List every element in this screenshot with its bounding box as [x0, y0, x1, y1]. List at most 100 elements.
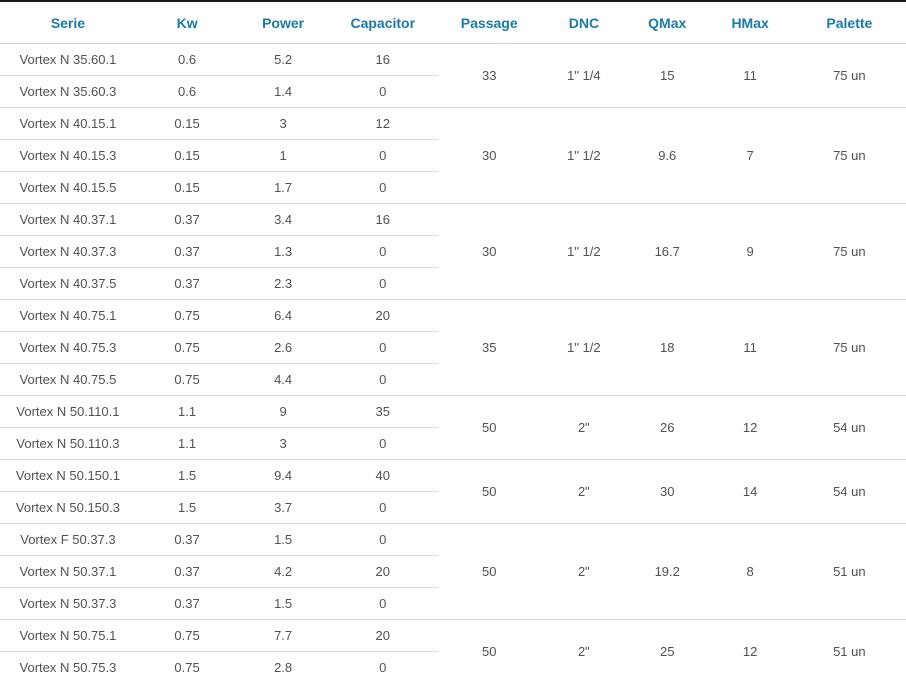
cell-dnc: 1" 1/2	[540, 203, 627, 300]
cell-capacitor: 0	[327, 491, 438, 524]
col-header-kw: Kw	[135, 1, 239, 44]
cell-capacitor: 20	[327, 555, 438, 588]
cell-hmax: 11	[707, 43, 793, 108]
cell-power: 2.6	[238, 331, 328, 364]
cell-palette: 51 un	[792, 523, 906, 620]
col-header-power: Power	[238, 1, 328, 44]
cell-capacitor: 20	[327, 299, 438, 332]
cell-capacitor: 0	[327, 331, 438, 364]
cell-power: 9	[238, 395, 328, 428]
cell-hmax: 11	[707, 299, 793, 396]
table-row: Vortex N 40.37.3 0.37 1.3 0	[0, 235, 906, 268]
cell-passage: 30	[437, 203, 541, 300]
cell-kw: 0.37	[135, 587, 239, 620]
cell-hmax: 8	[707, 523, 793, 620]
cell-capacitor: 0	[327, 587, 438, 620]
col-header-capacitor: Capacitor	[327, 1, 438, 44]
cell-hmax: 14	[707, 459, 793, 524]
cell-serie: Vortex N 50.37.1	[0, 555, 136, 588]
cell-serie: Vortex N 50.75.1	[0, 619, 136, 652]
cell-serie: Vortex N 50.110.1	[0, 395, 136, 428]
cell-serie: Vortex N 40.37.3	[0, 235, 136, 268]
cell-dnc: 2"	[540, 523, 627, 620]
cell-power: 5.2	[238, 43, 328, 76]
col-header-passage: Passage	[437, 1, 541, 44]
table-row: Vortex N 50.110.1 1.1 9 35 50 2" 26 12 54 un	[0, 395, 906, 460]
cell-power: 1.4	[238, 75, 328, 108]
cell-dnc: 1" 1/2	[540, 299, 627, 396]
cell-palette: 54 un	[792, 395, 906, 460]
cell-hmax: 7	[707, 107, 793, 204]
cell-power: 3.4	[238, 203, 328, 236]
cell-palette: 75 un	[792, 107, 906, 204]
cell-serie: Vortex N 40.15.5	[0, 171, 136, 204]
cell-kw: 0.75	[174, 660, 200, 675]
cell-kw: 0.6	[135, 75, 239, 108]
cell-serie: Vortex N 40.37.1	[0, 203, 136, 236]
cell-capacitor: 0	[327, 171, 438, 204]
cell-dnc: 2"	[540, 395, 627, 460]
cell-capacitor: 16	[327, 203, 438, 236]
cell-kw: 0.37	[135, 267, 239, 300]
cell-qmax: 26	[626, 395, 708, 460]
cell-kw: 1.5	[135, 491, 239, 524]
cell-passage: 50	[437, 395, 541, 460]
cell-palette: 51 un	[833, 644, 866, 659]
cell-capacitor: 35	[327, 395, 438, 428]
cell-qmax: 25	[660, 644, 675, 659]
table-row: Vortex N 50.75.1 0.75 7.7 20 50 2" 25 12 51 un	[0, 619, 906, 659]
cell-serie: Vortex N 40.75.3	[0, 331, 136, 364]
cell-serie: Vortex N 50.150.1	[0, 459, 136, 492]
cell-kw: 0.37	[135, 555, 239, 588]
cell-capacitor: 0	[327, 427, 438, 460]
cell-power: 4.2	[238, 555, 328, 588]
cell-power: 3	[238, 427, 328, 460]
col-header-palette: Palette	[792, 1, 906, 44]
table-row: Vortex N 35.60.3 0.6 1.4 0	[0, 75, 906, 108]
cell-kw: 0.37	[135, 235, 239, 268]
cell-qmax: 9.6	[626, 107, 708, 204]
cell-kw: 0.37	[135, 203, 239, 236]
table-row: Vortex N 40.75.3 0.75 2.6 0	[0, 331, 906, 364]
table-row: Vortex N 40.75.5 0.75 4.4 0	[0, 363, 906, 396]
cell-power: 4.4	[238, 363, 328, 396]
cell-qmax: 16.7	[626, 203, 708, 300]
cell-hmax: 9	[707, 203, 793, 300]
cell-kw: 0.15	[135, 171, 239, 204]
table-row: Vortex N 50.110.3 1.1 3 0	[0, 427, 906, 460]
cell-palette: 75 un	[792, 43, 906, 108]
cell-power: 2.3	[238, 267, 328, 300]
cell-qmax: 30	[626, 459, 708, 524]
cell-passage: 50	[437, 459, 541, 524]
cell-serie: Vortex N 50.37.3	[0, 587, 136, 620]
cell-kw: 0.75	[135, 331, 239, 364]
cell-hmax: 12	[742, 644, 758, 659]
table-row: Vortex N 40.15.5 0.15 1.7 0	[0, 171, 906, 204]
cell-passage: 33	[437, 43, 541, 108]
table-row: Vortex N 40.75.1 0.75 6.4 20 35 1" 1/2 18 11 75 …	[0, 299, 906, 396]
cell-kw: 0.15	[135, 107, 239, 140]
cell-capacitor: 0	[379, 660, 387, 675]
cell-power: 1	[238, 139, 328, 172]
cell-hmax: 12	[707, 395, 793, 460]
cell-serie: Vortex N 50.75.3	[19, 660, 117, 675]
cell-capacitor: 0	[327, 363, 438, 396]
table-row: Vortex N 50.150.1 1.5 9.4 40 50 2" 30 14 54 un	[0, 459, 906, 524]
table-row: Vortex N 35.60.1 0.6 5.2 16 33 1" 1/4 15 11 75 u…	[0, 43, 906, 108]
table-row: Vortex N 40.15.3 0.15 1 0	[0, 139, 906, 172]
cell-kw: 1.1	[135, 427, 239, 460]
cell-power: 1.5	[238, 523, 328, 556]
cell-kw: 0.75	[135, 299, 239, 332]
table-row: Vortex N 50.75.3 0.75 2.8 0	[0, 652, 906, 684]
cell-qmax: 19.2	[626, 523, 708, 620]
cell-qmax: 15	[626, 43, 708, 108]
cell-kw: 1.1	[135, 395, 239, 428]
table-body: Vortex N 35.60.1 0.6 5.2 16 33 1" 1/4 15 11 75 u…	[0, 43, 906, 684]
table-row: Vortex N 50.37.1 0.37 4.2 20	[0, 555, 906, 588]
cell-dnc: 2"	[577, 644, 590, 659]
table-row: Vortex N 40.15.1 0.15 3 12 30 1" 1/2 9.6 7 75 un	[0, 107, 906, 204]
cell-serie: Vortex F 50.37.3	[0, 523, 136, 556]
header-row: Serie Kw Power Capacitor Passage DNC QMa…	[0, 1, 906, 44]
cell-serie: Vortex N 40.15.3	[0, 139, 136, 172]
